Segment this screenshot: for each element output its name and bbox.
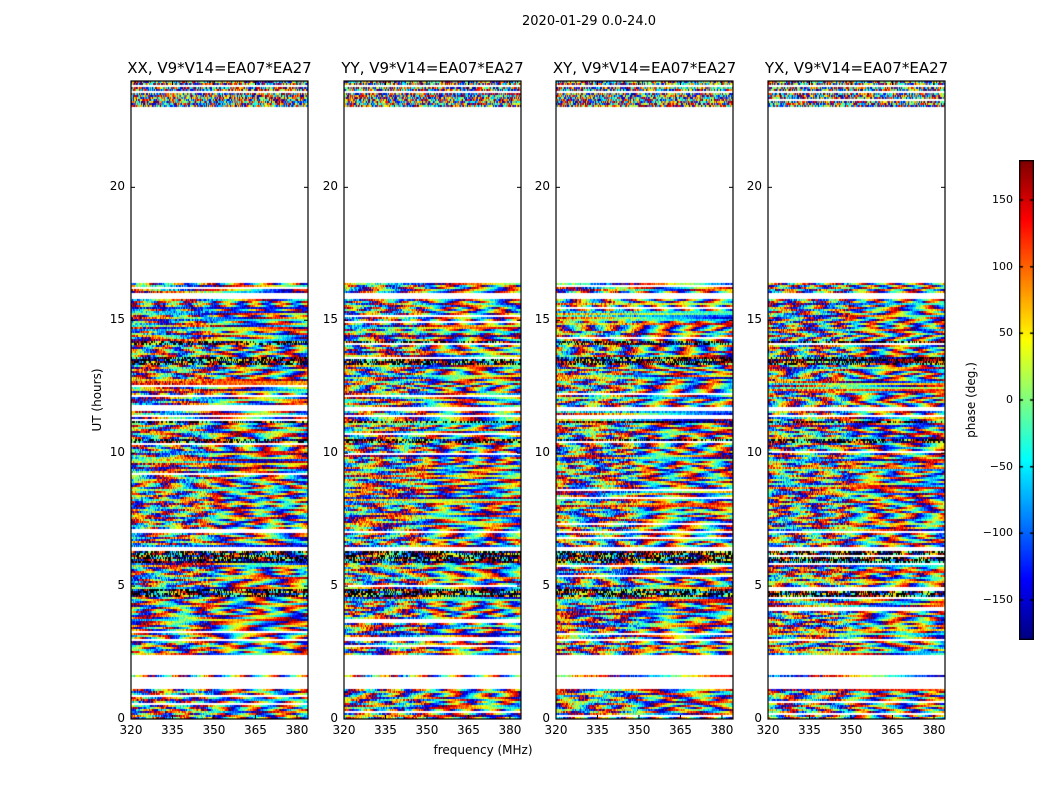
- y-axis-label: UT (hours): [90, 368, 104, 432]
- colorbar-tick-label: −100: [982, 526, 1013, 540]
- y-tick-label: 5: [754, 578, 762, 593]
- panel-axes-2: [555, 80, 734, 720]
- x-tick-label: 320: [756, 723, 780, 737]
- y-tick-label: 15: [746, 312, 762, 327]
- x-tick-label: 380: [498, 723, 522, 737]
- x-tick-label: 380: [710, 723, 734, 737]
- x-tick-label: 365: [881, 723, 904, 737]
- y-tick-label: 5: [117, 578, 125, 593]
- y-tick-label: 10: [109, 445, 125, 460]
- phase-heatmap-0: [131, 81, 308, 719]
- x-tick-label: 350: [839, 723, 863, 737]
- x-tick-label: 320: [544, 723, 568, 737]
- panel-axes-0: [130, 80, 309, 720]
- x-tick-label: 350: [202, 723, 226, 737]
- y-tick-label: 20: [746, 179, 762, 194]
- colorbar-tick-label: 150: [992, 193, 1013, 206]
- axes-frame: [130, 80, 309, 720]
- y-tick-label: 5: [330, 578, 338, 593]
- colorbar-tick-label: 100: [992, 259, 1013, 273]
- y-tick-label: 15: [109, 312, 125, 327]
- x-tick-label: 365: [244, 723, 267, 737]
- y-tick-label: 20: [322, 179, 338, 194]
- x-tick-label: 380: [285, 723, 309, 737]
- colorbar-tick-label: 50: [999, 326, 1013, 340]
- x-tick-label: 335: [374, 723, 397, 737]
- y-tick-label: 10: [746, 445, 762, 460]
- y-tick-label: 10: [534, 445, 550, 460]
- y-tick-label: 20: [534, 179, 550, 194]
- y-tick-label: 0: [330, 711, 338, 725]
- x-tick-label: 350: [627, 723, 651, 737]
- figure-title: 2020-01-29 0.0-24.0: [522, 14, 656, 29]
- y-tick-label: 0: [117, 711, 125, 725]
- y-tick-label: 10: [322, 445, 338, 460]
- panel-title: XY, V9*V14=EA07*EA27: [552, 59, 737, 77]
- phase-heatmap-2: [556, 81, 733, 719]
- x-tick-label: 320: [332, 723, 356, 737]
- colorbar-tick-label: −50: [989, 459, 1013, 473]
- panel-title: XX, V9*V14=EA07*EA27: [127, 59, 312, 77]
- y-tick-label: 20: [109, 179, 125, 194]
- phase-heatmap-3: [768, 81, 945, 719]
- colorbar-label: phase (deg.): [964, 362, 978, 438]
- y-tick-label: 5: [542, 578, 550, 593]
- x-tick-label: 320: [119, 723, 143, 737]
- axes-frame: [555, 80, 734, 720]
- x-axis-label: frequency (MHz): [433, 743, 533, 757]
- x-tick-label: 335: [798, 723, 821, 737]
- panel-title: YX, V9*V14=EA07*EA27: [764, 59, 949, 77]
- phase-heatmap-1: [344, 81, 521, 719]
- y-tick-label: 0: [754, 711, 762, 725]
- x-tick-label: 335: [161, 723, 184, 737]
- x-tick-label: 365: [669, 723, 692, 737]
- panel-title: YY, V9*V14=EA07*EA27: [341, 59, 524, 77]
- x-tick-label: 365: [457, 723, 480, 737]
- y-tick-label: 15: [322, 312, 338, 327]
- panel-axes-3: [767, 80, 946, 720]
- y-tick-label: 0: [542, 711, 550, 725]
- x-tick-label: 350: [415, 723, 439, 737]
- x-tick-label: 380: [922, 723, 946, 737]
- x-tick-label: 335: [586, 723, 609, 737]
- colorbar-tick-label: 0: [1006, 393, 1013, 406]
- colorbar: [1019, 160, 1034, 640]
- axes-frame: [767, 80, 946, 720]
- axes-frame: [343, 80, 522, 720]
- y-tick-label: 15: [534, 312, 550, 327]
- colorbar-tick-label: −150: [982, 593, 1013, 606]
- panel-axes-1: [343, 80, 522, 720]
